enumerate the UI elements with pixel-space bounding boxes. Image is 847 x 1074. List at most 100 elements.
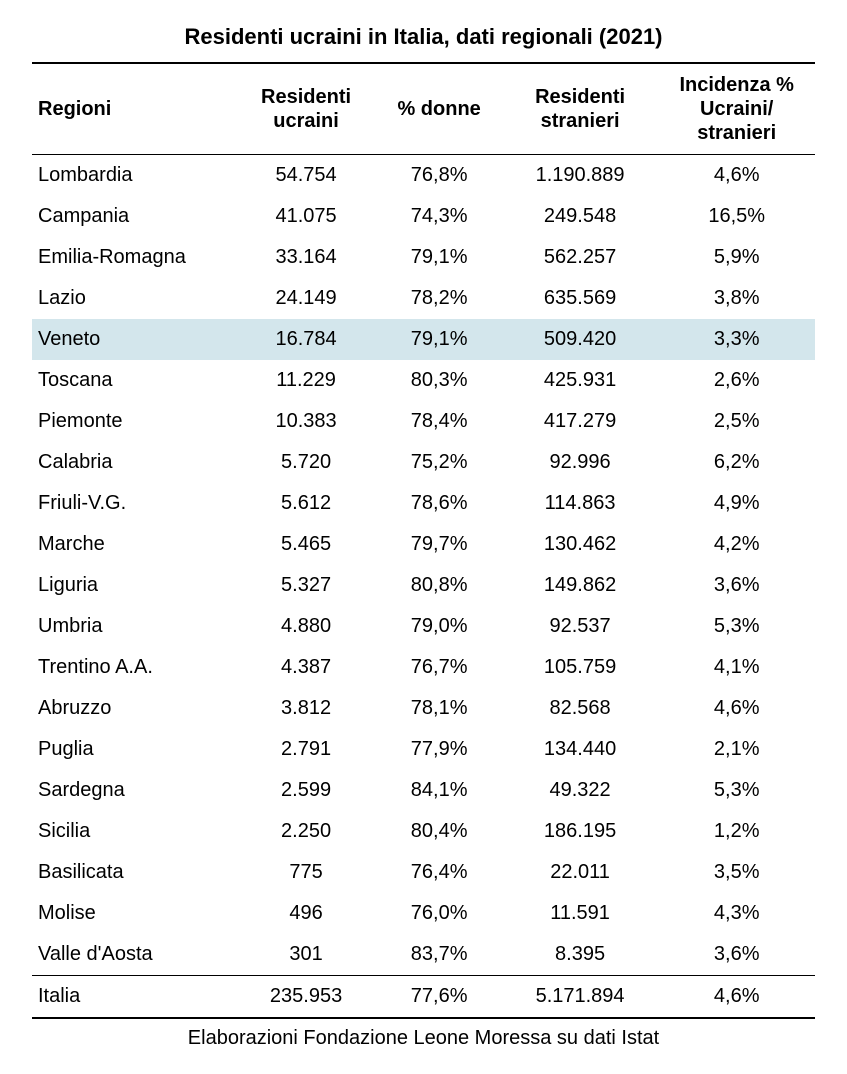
table-row: Toscana11.22980,3%425.9312,6%	[32, 360, 815, 401]
cell-donne: 76,4%	[377, 852, 502, 893]
cell-donne: 75,2%	[377, 442, 502, 483]
table-row: Puglia2.79177,9%134.4402,1%	[32, 729, 815, 770]
total-cell-incidenza: 4,6%	[658, 976, 815, 1019]
cell-ucraini: 4.880	[236, 606, 377, 647]
cell-stranieri: 509.420	[502, 319, 659, 360]
cell-donne: 83,7%	[377, 934, 502, 976]
data-table: Regioni Residenti ucraini % donne Reside…	[32, 62, 815, 1019]
total-cell-donne: 77,6%	[377, 976, 502, 1019]
cell-donne: 77,9%	[377, 729, 502, 770]
cell-region: Friuli-V.G.	[32, 483, 236, 524]
cell-ucraini: 4.387	[236, 647, 377, 688]
cell-donne: 84,1%	[377, 770, 502, 811]
col-header-donne: % donne	[377, 63, 502, 155]
table-row: Basilicata77576,4%22.0113,5%	[32, 852, 815, 893]
cell-stranieri: 82.568	[502, 688, 659, 729]
cell-region: Basilicata	[32, 852, 236, 893]
cell-region: Trentino A.A.	[32, 647, 236, 688]
table-row: Umbria4.88079,0%92.5375,3%	[32, 606, 815, 647]
table-row: Calabria5.72075,2%92.9966,2%	[32, 442, 815, 483]
cell-stranieri: 1.190.889	[502, 155, 659, 197]
cell-ucraini: 3.812	[236, 688, 377, 729]
cell-donne: 76,0%	[377, 893, 502, 934]
cell-ucraini: 301	[236, 934, 377, 976]
cell-region: Abruzzo	[32, 688, 236, 729]
cell-donne: 76,8%	[377, 155, 502, 197]
table-row: Lombardia54.75476,8%1.190.8894,6%	[32, 155, 815, 197]
table-row: Liguria5.32780,8%149.8623,6%	[32, 565, 815, 606]
table-row: Valle d'Aosta30183,7%8.3953,6%	[32, 934, 815, 976]
table-row: Molise49676,0%11.5914,3%	[32, 893, 815, 934]
cell-donne: 74,3%	[377, 196, 502, 237]
cell-stranieri: 134.440	[502, 729, 659, 770]
table-row: Lazio24.14978,2%635.5693,8%	[32, 278, 815, 319]
cell-donne: 78,6%	[377, 483, 502, 524]
cell-donne: 78,1%	[377, 688, 502, 729]
cell-incidenza: 3,6%	[658, 934, 815, 976]
col-header-stranieri: Residenti stranieri	[502, 63, 659, 155]
cell-ucraini: 496	[236, 893, 377, 934]
cell-region: Lazio	[32, 278, 236, 319]
cell-region: Lombardia	[32, 155, 236, 197]
cell-incidenza: 4,3%	[658, 893, 815, 934]
cell-incidenza: 3,8%	[658, 278, 815, 319]
cell-ucraini: 2.791	[236, 729, 377, 770]
cell-incidenza: 4,1%	[658, 647, 815, 688]
col-header-region: Regioni	[32, 63, 236, 155]
cell-donne: 79,1%	[377, 319, 502, 360]
cell-incidenza: 3,3%	[658, 319, 815, 360]
cell-stranieri: 635.569	[502, 278, 659, 319]
total-cell-ucraini: 235.953	[236, 976, 377, 1019]
cell-ucraini: 5.327	[236, 565, 377, 606]
cell-ucraini: 11.229	[236, 360, 377, 401]
cell-donne: 79,1%	[377, 237, 502, 278]
cell-ucraini: 54.754	[236, 155, 377, 197]
table-row: Piemonte10.38378,4%417.2792,5%	[32, 401, 815, 442]
table-header-row: Regioni Residenti ucraini % donne Reside…	[32, 63, 815, 155]
cell-incidenza: 3,5%	[658, 852, 815, 893]
cell-stranieri: 562.257	[502, 237, 659, 278]
total-cell-stranieri: 5.171.894	[502, 976, 659, 1019]
table-footer: Elaborazioni Fondazione Leone Moressa su…	[32, 1027, 815, 1050]
cell-incidenza: 4,6%	[658, 688, 815, 729]
cell-donne: 79,0%	[377, 606, 502, 647]
cell-region: Veneto	[32, 319, 236, 360]
cell-region: Molise	[32, 893, 236, 934]
cell-region: Sardegna	[32, 770, 236, 811]
cell-incidenza: 5,3%	[658, 606, 815, 647]
cell-region: Sicilia	[32, 811, 236, 852]
cell-stranieri: 186.195	[502, 811, 659, 852]
table-row: Veneto16.78479,1%509.4203,3%	[32, 319, 815, 360]
cell-ucraini: 5.720	[236, 442, 377, 483]
cell-incidenza: 2,6%	[658, 360, 815, 401]
cell-stranieri: 22.011	[502, 852, 659, 893]
cell-ucraini: 10.383	[236, 401, 377, 442]
cell-ucraini: 24.149	[236, 278, 377, 319]
cell-incidenza: 2,5%	[658, 401, 815, 442]
cell-donne: 78,2%	[377, 278, 502, 319]
cell-ucraini: 2.250	[236, 811, 377, 852]
cell-stranieri: 92.537	[502, 606, 659, 647]
cell-stranieri: 105.759	[502, 647, 659, 688]
cell-region: Emilia-Romagna	[32, 237, 236, 278]
cell-donne: 76,7%	[377, 647, 502, 688]
cell-ucraini: 5.465	[236, 524, 377, 565]
cell-stranieri: 249.548	[502, 196, 659, 237]
cell-region: Valle d'Aosta	[32, 934, 236, 976]
table-row: Trentino A.A.4.38776,7%105.7594,1%	[32, 647, 815, 688]
table-row: Campania41.07574,3%249.54816,5%	[32, 196, 815, 237]
cell-incidenza: 6,2%	[658, 442, 815, 483]
cell-ucraini: 16.784	[236, 319, 377, 360]
cell-stranieri: 130.462	[502, 524, 659, 565]
cell-stranieri: 11.591	[502, 893, 659, 934]
cell-stranieri: 425.931	[502, 360, 659, 401]
cell-incidenza: 16,5%	[658, 196, 815, 237]
cell-incidenza: 3,6%	[658, 565, 815, 606]
cell-region: Liguria	[32, 565, 236, 606]
col-header-incidenza: Incidenza % Ucraini/ stranieri	[658, 63, 815, 155]
table-total-row: Italia235.95377,6%5.171.8944,6%	[32, 976, 815, 1019]
col-header-ucraini: Residenti ucraini	[236, 63, 377, 155]
cell-region: Toscana	[32, 360, 236, 401]
cell-region: Calabria	[32, 442, 236, 483]
cell-donne: 80,3%	[377, 360, 502, 401]
